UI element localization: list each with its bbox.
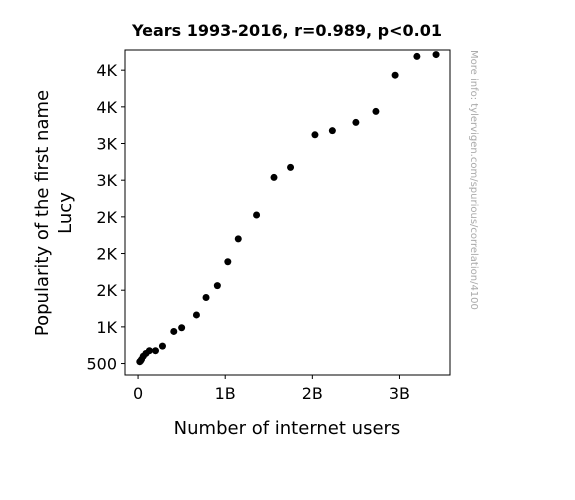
data-point [202, 294, 210, 302]
y-tick-label: 3K [96, 171, 117, 190]
watermark-text: More info: tylervigen.com/spurious/corre… [468, 50, 479, 310]
data-point [170, 327, 178, 335]
y-axis-label-group: Popularity of the first name Lucy [32, 90, 76, 336]
y-axis-label-line-2: Lucy [55, 192, 76, 234]
data-point [287, 163, 295, 171]
data-point [270, 173, 278, 181]
data-point [413, 52, 421, 60]
y-tick-label: 2K [96, 208, 117, 227]
data-point [192, 311, 200, 319]
data-point [178, 324, 186, 332]
data-point [311, 131, 319, 139]
x-tick-label: 1B [215, 384, 236, 403]
data-point [352, 118, 360, 126]
y-tick-label: 1K [96, 318, 117, 337]
data-point [224, 258, 232, 266]
y-axis: 500 1K 2K 2K 2K 3K 3K 4K 4K [86, 61, 125, 374]
plot-area [124, 49, 451, 376]
x-tick-label: 3B [389, 384, 410, 403]
y-tick-label: 2K [96, 245, 117, 264]
x-axis: 0 1B 2B 3B [133, 375, 410, 403]
data-point [391, 71, 399, 79]
data-point [253, 211, 261, 219]
y-tick-label: 2K [96, 281, 117, 300]
data-point [158, 342, 166, 350]
y-tick-label: 500 [86, 355, 117, 374]
data-point [151, 347, 159, 355]
data-point [234, 235, 242, 243]
y-axis-label-line-1: Popularity of the first name [32, 90, 53, 336]
watermark-group: More info: tylervigen.com/spurious/corre… [468, 50, 479, 310]
y-tick-label: 4K [96, 61, 117, 80]
data-point [213, 282, 221, 290]
data-points [136, 51, 440, 366]
y-tick-label: 3K [96, 135, 117, 154]
chart-title: Years 1993-2016, r=0.989, p<0.01 [131, 21, 442, 40]
data-point [432, 51, 440, 59]
x-tick-label: 2B [302, 384, 323, 403]
data-point [145, 347, 153, 355]
data-point [372, 107, 380, 115]
y-tick-label: 4K [96, 98, 117, 117]
x-axis-label: Number of internet users [174, 418, 401, 439]
data-point [328, 127, 336, 135]
x-tick-label: 0 [133, 384, 143, 403]
